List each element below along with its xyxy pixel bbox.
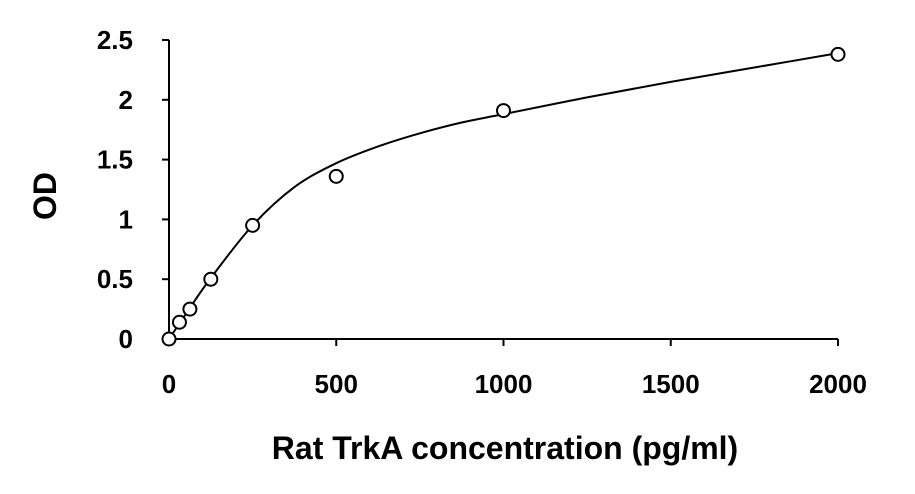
y-tick-label: 0 <box>119 324 133 354</box>
y-tick-label: 0.5 <box>97 264 133 294</box>
axes <box>162 39 839 346</box>
data-point <box>203 271 219 287</box>
data-point <box>161 331 177 347</box>
x-tick-label: 1500 <box>642 369 700 399</box>
data-point <box>328 168 344 184</box>
y-tick-label: 2.5 <box>97 25 133 55</box>
data-points <box>161 46 846 347</box>
y-tick-label: 1 <box>119 204 133 234</box>
x-tick-label: 2000 <box>809 369 867 399</box>
y-tick-label: 2 <box>119 85 133 115</box>
data-point <box>830 46 846 62</box>
data-point <box>245 217 261 233</box>
data-point <box>171 314 187 330</box>
fit-curve <box>168 52 839 340</box>
data-point <box>182 301 198 317</box>
fit-curve-layer <box>168 52 839 340</box>
x-tick-label: 0 <box>162 369 176 399</box>
tick-labels: 0 0.5 1 1.5 2 2.5 0 500 1000 1500 2000 <box>97 25 867 399</box>
y-axis-title: OD <box>27 172 63 220</box>
x-tick-label: 1000 <box>475 369 533 399</box>
x-axis-title: Rat TrkA concentration (pg/ml) <box>272 430 738 466</box>
x-tick-label: 500 <box>315 369 358 399</box>
y-tick-label: 1.5 <box>97 145 133 175</box>
data-point <box>496 103 511 119</box>
